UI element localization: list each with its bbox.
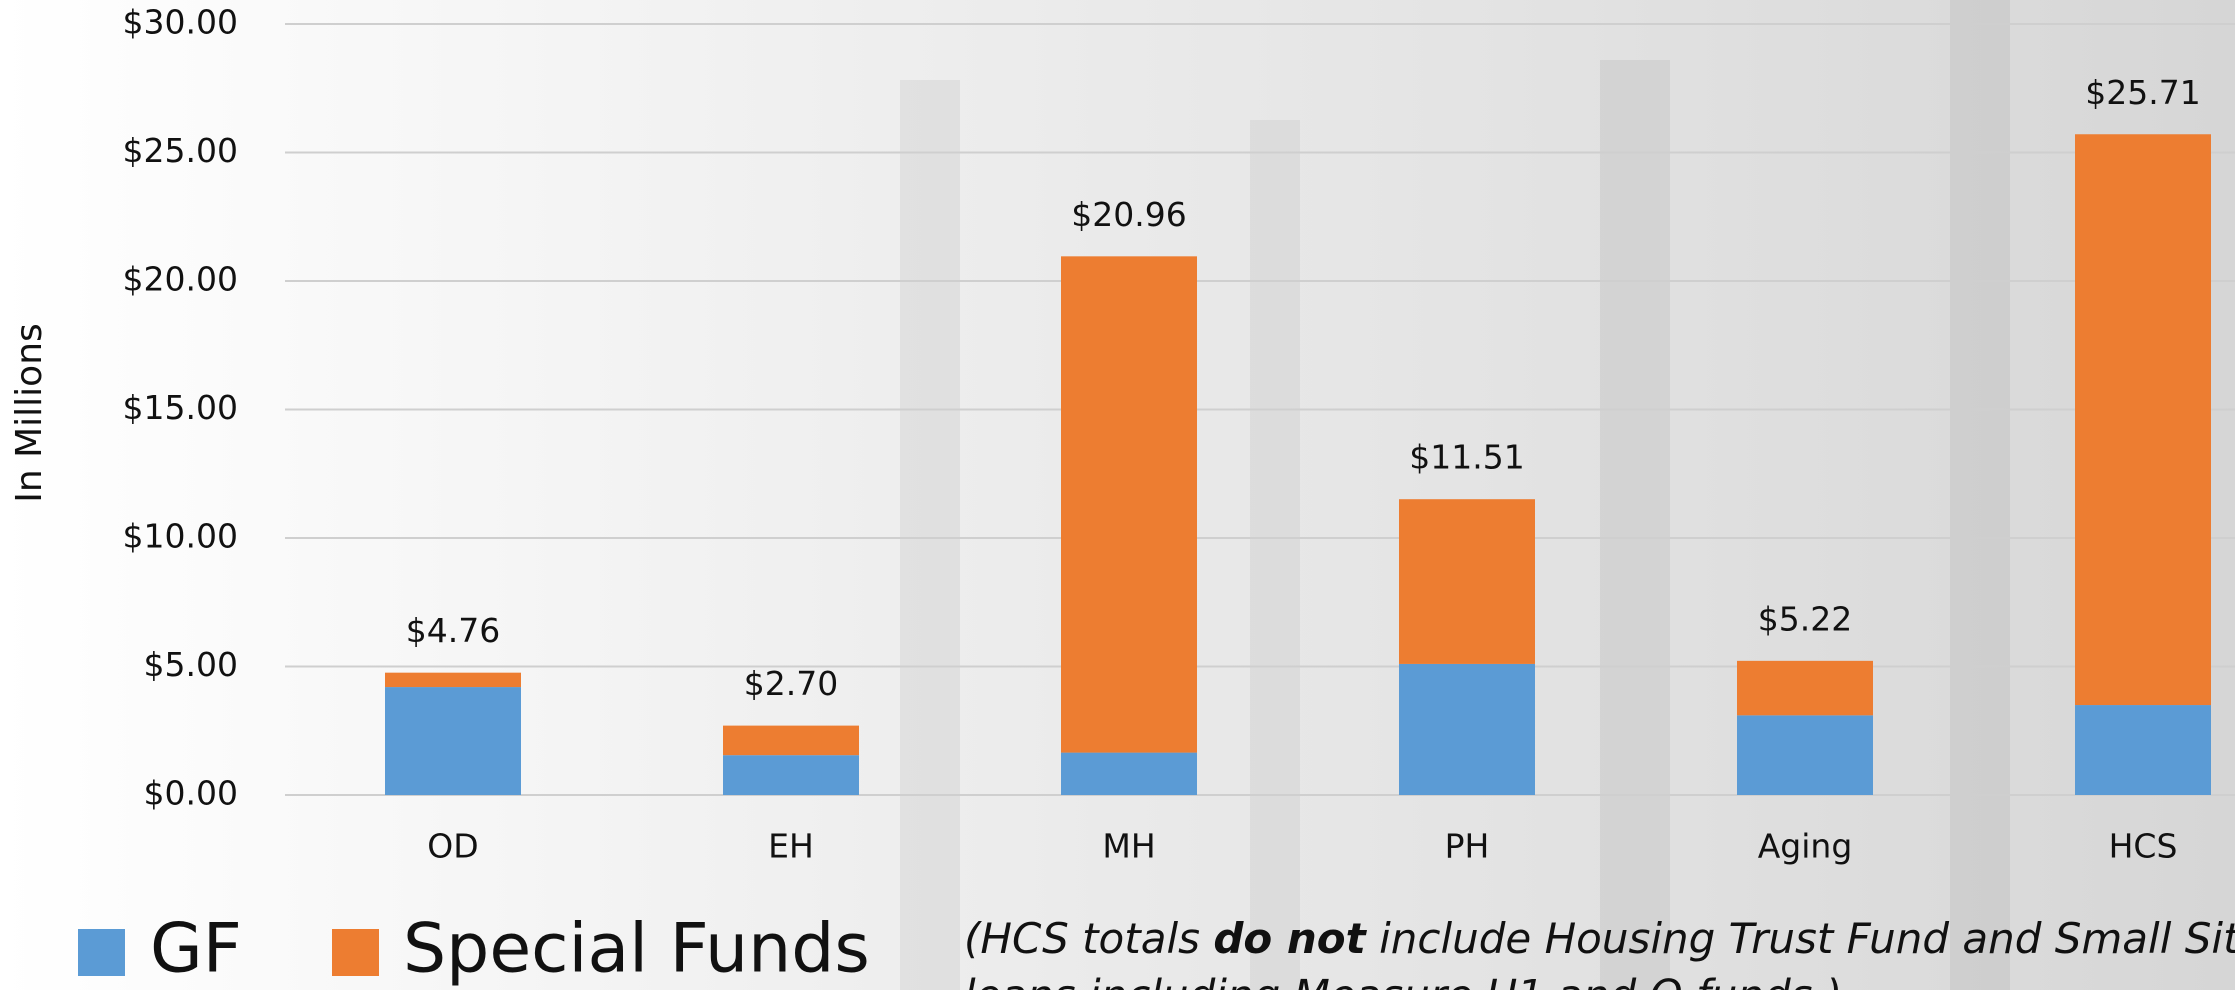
- bar-segment: [723, 726, 859, 756]
- legend-swatch: [78, 929, 125, 976]
- x-tick-label: EH: [768, 827, 814, 866]
- bar-segment: [385, 673, 521, 687]
- total-label: $20.96: [1071, 195, 1186, 234]
- y-tick-label: $5.00: [144, 645, 238, 684]
- bar-segment: [723, 755, 859, 795]
- x-tick-label: Aging: [1758, 827, 1853, 866]
- legend-label: Special Funds: [403, 910, 870, 989]
- bar-segment: [1737, 661, 1873, 715]
- y-tick-label: $30.00: [123, 3, 238, 42]
- total-label: $25.71: [2085, 73, 2200, 112]
- bar-segment: [1399, 499, 1535, 664]
- page: In Millions (HCS totals do not include H…: [0, 0, 2235, 990]
- y-tick-label: $20.00: [123, 260, 238, 299]
- legend-swatch: [332, 929, 379, 976]
- bar-segment: [2075, 705, 2211, 795]
- note-text: include Housing Trust Fund and Small Sit…: [1366, 914, 2235, 963]
- bar-segment: [1399, 664, 1535, 795]
- bar-segment: [385, 687, 521, 795]
- legend-label: GF: [150, 910, 242, 989]
- x-tick-label: HCS: [2109, 827, 2178, 866]
- y-axis-title: In Millions: [9, 323, 50, 503]
- x-tick-label: PH: [1445, 827, 1490, 866]
- bar-segment: [1061, 256, 1197, 752]
- y-tick-label: $15.00: [123, 388, 238, 427]
- total-label: $11.51: [1409, 438, 1524, 477]
- total-label: $4.76: [406, 611, 500, 650]
- bar-segment: [1061, 753, 1197, 795]
- x-tick-label: OD: [427, 827, 478, 866]
- bar-segment: [2075, 134, 2211, 705]
- chart: In Millions (HCS totals do not include H…: [0, 0, 2235, 990]
- note: (HCS totals do not include Housing Trust…: [964, 914, 2235, 963]
- bar-segment: [1737, 715, 1873, 795]
- x-tick-label: MH: [1102, 827, 1155, 866]
- total-label: $5.22: [1758, 599, 1852, 638]
- y-tick-label: $25.00: [123, 131, 238, 170]
- y-tick-label: $0.00: [144, 774, 238, 813]
- note-text: (HCS totals: [964, 914, 1213, 963]
- note-emphasis: do not: [1213, 914, 1367, 963]
- total-label: $2.70: [744, 664, 838, 703]
- y-tick-label: $10.00: [123, 517, 238, 556]
- note-line-2: loans including Measure U1 and O funds.): [964, 971, 1842, 990]
